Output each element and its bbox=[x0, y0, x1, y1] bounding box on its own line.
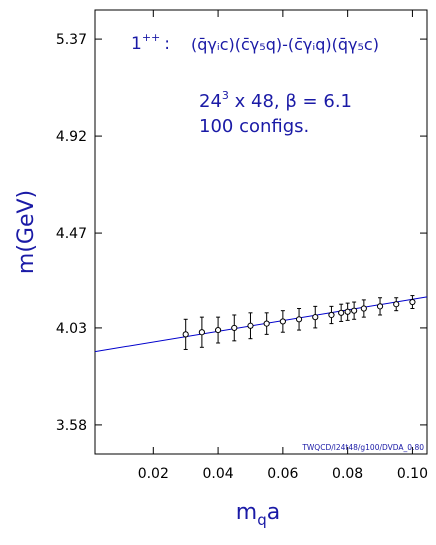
point-marker bbox=[376, 303, 384, 310]
data-point bbox=[344, 302, 351, 321]
point-marker bbox=[338, 309, 345, 316]
operator-label: (q̄γᵢc)(c̄γ₅q)-(c̄γᵢq)(q̄γ₅c) bbox=[191, 35, 379, 54]
x-tick-label: 0.04 bbox=[202, 466, 233, 482]
lattice-label: 243 x 48, β = 6.1 bbox=[199, 89, 352, 112]
lattice-base: 24 bbox=[199, 91, 222, 112]
data-point bbox=[279, 310, 286, 333]
data-point bbox=[393, 297, 400, 312]
x-tick-label: 0.06 bbox=[267, 466, 298, 482]
data-point bbox=[247, 312, 254, 340]
data-point bbox=[198, 316, 205, 348]
data-point bbox=[263, 312, 270, 335]
point-marker bbox=[344, 308, 351, 315]
point-marker bbox=[351, 307, 358, 314]
data-point bbox=[351, 301, 358, 320]
point-marker bbox=[360, 305, 367, 312]
y-tick-label: 5.37 bbox=[56, 32, 87, 48]
x-tick-label: 0.08 bbox=[332, 466, 363, 482]
point-marker bbox=[295, 316, 303, 323]
fit-line bbox=[94, 296, 428, 353]
point-marker bbox=[198, 329, 205, 336]
point-marker bbox=[247, 322, 254, 329]
y-tick-label: 4.03 bbox=[56, 321, 87, 337]
data-point bbox=[376, 297, 384, 316]
plot-frame bbox=[94, 9, 428, 455]
state-label: 1++: bbox=[131, 31, 170, 54]
data-point bbox=[182, 318, 189, 350]
y-ticks: 3.58 4.03 4.47 4.92 5.37 bbox=[56, 32, 427, 434]
data-point bbox=[295, 308, 303, 331]
y-tick-label: 4.47 bbox=[56, 226, 87, 242]
point-marker bbox=[328, 311, 335, 319]
x-axis-title: mqa bbox=[236, 500, 280, 529]
data-point bbox=[338, 303, 345, 322]
y-tick-label: 3.58 bbox=[56, 418, 87, 434]
state-label-base: 1 bbox=[131, 34, 142, 54]
lattice-rest: x 48, β = 6.1 bbox=[229, 91, 352, 112]
point-marker bbox=[214, 326, 222, 334]
y-axis-title: m(GeV) bbox=[14, 190, 39, 274]
x-axis-title-base: m bbox=[236, 500, 257, 525]
y-tick-label: 4.92 bbox=[56, 129, 87, 145]
x-axis-title-sub: q bbox=[257, 511, 267, 529]
data-point bbox=[328, 305, 335, 325]
point-marker bbox=[231, 324, 238, 332]
footer-tag: TWQCD/l24t48/g100/DVDA_0.80 bbox=[301, 443, 424, 452]
point-marker bbox=[393, 301, 400, 308]
data-point bbox=[360, 299, 367, 318]
data-point bbox=[214, 316, 222, 344]
x-ticks: 0.02 0.04 0.06 0.08 0.10 bbox=[138, 10, 428, 482]
x-axis-title-tail: a bbox=[267, 500, 280, 525]
data-points bbox=[182, 295, 416, 350]
point-marker bbox=[312, 314, 319, 321]
lattice-exp: 3 bbox=[222, 89, 229, 102]
point-marker bbox=[279, 318, 286, 325]
data-point bbox=[312, 305, 319, 329]
x-tick-label: 0.02 bbox=[138, 466, 169, 482]
x-tick-label: 0.10 bbox=[397, 466, 428, 482]
data-point bbox=[409, 295, 416, 310]
state-label-sup: ++ bbox=[142, 31, 160, 44]
state-label-colon: : bbox=[164, 34, 170, 54]
point-marker bbox=[409, 298, 416, 306]
configs-label: 100 configs. bbox=[199, 116, 309, 137]
point-marker bbox=[182, 331, 189, 338]
data-point bbox=[231, 314, 238, 342]
point-marker bbox=[263, 320, 270, 327]
